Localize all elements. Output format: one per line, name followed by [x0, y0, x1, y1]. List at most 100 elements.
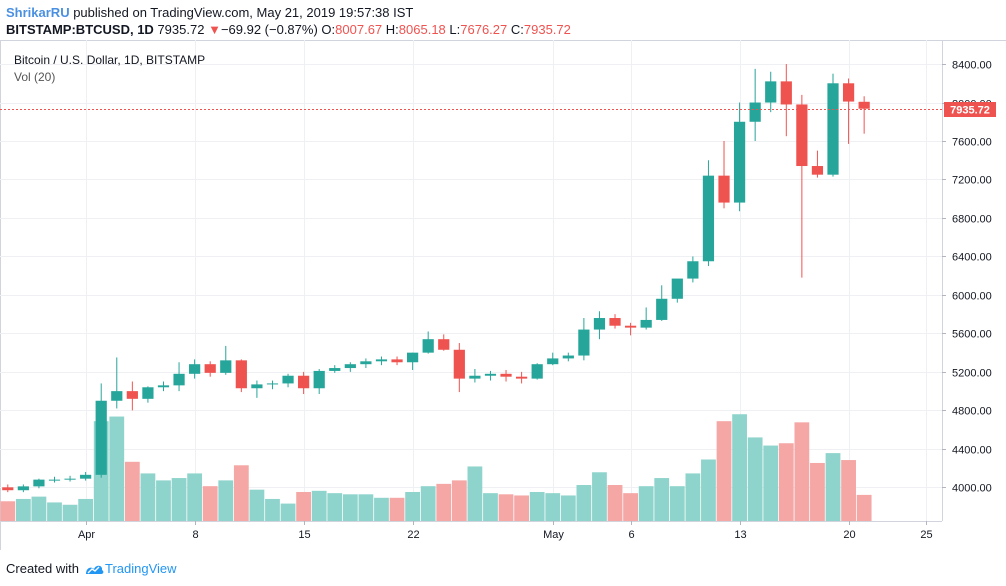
candle-body — [95, 400, 107, 475]
candle-body — [718, 175, 730, 203]
symbol-info: BITSTAMP:BTCUSD, 1D 7935.72 ▼−69.92 (−0.… — [6, 22, 571, 37]
volume-bar — [560, 495, 576, 521]
volume-bar — [467, 466, 483, 521]
volume-bar — [0, 501, 16, 521]
price-tick-label: 6400.00 — [952, 252, 992, 264]
candle-body — [407, 352, 419, 363]
close-value: 7935.72 — [523, 22, 571, 37]
time-tick-label: 15 — [298, 529, 310, 541]
candle-body — [189, 364, 201, 374]
candle-body — [235, 360, 247, 389]
candle-body — [422, 339, 434, 353]
candle-body — [702, 175, 715, 262]
candle-body — [547, 358, 559, 365]
candle-body — [531, 364, 543, 379]
volume-bar — [311, 490, 327, 521]
volume-legend: Vol (20) — [14, 70, 56, 84]
volume-bar — [825, 453, 841, 521]
author-name[interactable]: ShrikarRU — [6, 5, 70, 20]
price-tick-label: 4800.00 — [952, 406, 992, 418]
candle-body — [126, 391, 138, 399]
volume-bar — [607, 485, 623, 521]
volume-bar — [638, 486, 654, 521]
candle-body — [562, 355, 574, 359]
volume-bar — [140, 473, 156, 521]
volume-bar — [514, 495, 529, 521]
candle-body — [484, 373, 497, 376]
volume-bar — [716, 421, 732, 521]
volume-bar — [451, 480, 467, 521]
volume-bar — [856, 494, 872, 521]
candle-body — [733, 121, 746, 203]
candle-body — [298, 375, 310, 389]
candle-body — [687, 261, 699, 279]
candle-body — [111, 391, 123, 401]
price-tick-label: 8400.00 — [952, 60, 992, 72]
candle-body — [64, 478, 76, 480]
price-tick-label: 5200.00 — [952, 368, 992, 380]
tradingview-link[interactable]: TradingView — [83, 561, 177, 576]
volume-bar — [249, 489, 265, 521]
candle-body — [438, 339, 450, 350]
candle-body — [811, 166, 824, 175]
price-tick-label: 6000.00 — [952, 291, 992, 303]
candle-body — [391, 359, 403, 363]
volume-bar — [732, 414, 747, 521]
candle-body — [329, 368, 341, 371]
time-tick-label: 20 — [843, 529, 855, 541]
volume-bar — [156, 480, 171, 521]
candle-body — [33, 479, 45, 487]
symbol-name: BITSTAMP:BTCUSD, 1D — [6, 22, 154, 37]
volume-bars — [0, 414, 872, 521]
time-axis[interactable]: Apr 8 15 22 May 6 13 20 25 — [78, 521, 933, 541]
volume-bar — [31, 496, 47, 521]
volume-bar — [280, 503, 296, 521]
volume-bar — [187, 473, 203, 521]
volume-bar — [436, 483, 452, 521]
volume-bar — [669, 486, 685, 521]
volume-bar — [358, 494, 374, 521]
volume-bar — [841, 460, 856, 521]
publish-info: ShrikarRU published on TradingView.com, … — [6, 5, 413, 20]
candle-body — [453, 349, 465, 379]
volume-bar — [592, 472, 607, 521]
volume-bar — [342, 494, 358, 521]
candle-body — [48, 479, 61, 481]
time-tick-label: 8 — [192, 529, 198, 541]
candle-body — [157, 385, 170, 388]
time-tick-label: 6 — [628, 529, 634, 541]
candle-body — [360, 361, 372, 365]
candle-body — [842, 83, 855, 102]
volume-bar — [701, 459, 716, 521]
candle-body — [282, 375, 294, 384]
candle-body — [656, 298, 668, 320]
candle-body — [220, 360, 232, 373]
candle-body — [765, 81, 777, 103]
volume-bar — [623, 493, 638, 521]
candle-body — [500, 373, 512, 377]
volume-bar — [218, 480, 234, 521]
price-axis[interactable]: 4000.00 4400.00 4800.00 5200.00 5600.00 6000.… — [942, 60, 992, 495]
candle-body — [609, 318, 621, 326]
last-price-badge-label: 7935.72 — [950, 105, 990, 117]
volume-bar — [202, 486, 218, 521]
volume-bar — [576, 485, 592, 521]
volume-bar — [794, 422, 810, 521]
volume-bar — [327, 493, 343, 521]
price-tick-label: 7200.00 — [952, 175, 992, 187]
time-tick-label: 22 — [407, 529, 419, 541]
candle-body — [515, 376, 528, 379]
candle-body — [624, 325, 637, 328]
close-label: C: — [510, 22, 524, 37]
volume-bar — [498, 494, 514, 521]
tradingview-brand: TradingView — [104, 561, 177, 576]
volume-bar — [545, 493, 561, 521]
last-price: 7935.72 — [157, 22, 205, 37]
price-tick-label: 5600.00 — [952, 329, 992, 341]
price-chart[interactable]: 4000.00 4400.00 4800.00 5200.00 5600.00 6000.… — [0, 40, 1006, 555]
candle-body — [578, 329, 590, 356]
volume-bar — [233, 465, 249, 521]
low-label: L: — [449, 22, 461, 37]
volume-bar — [483, 493, 498, 521]
volume-bar — [654, 478, 670, 521]
